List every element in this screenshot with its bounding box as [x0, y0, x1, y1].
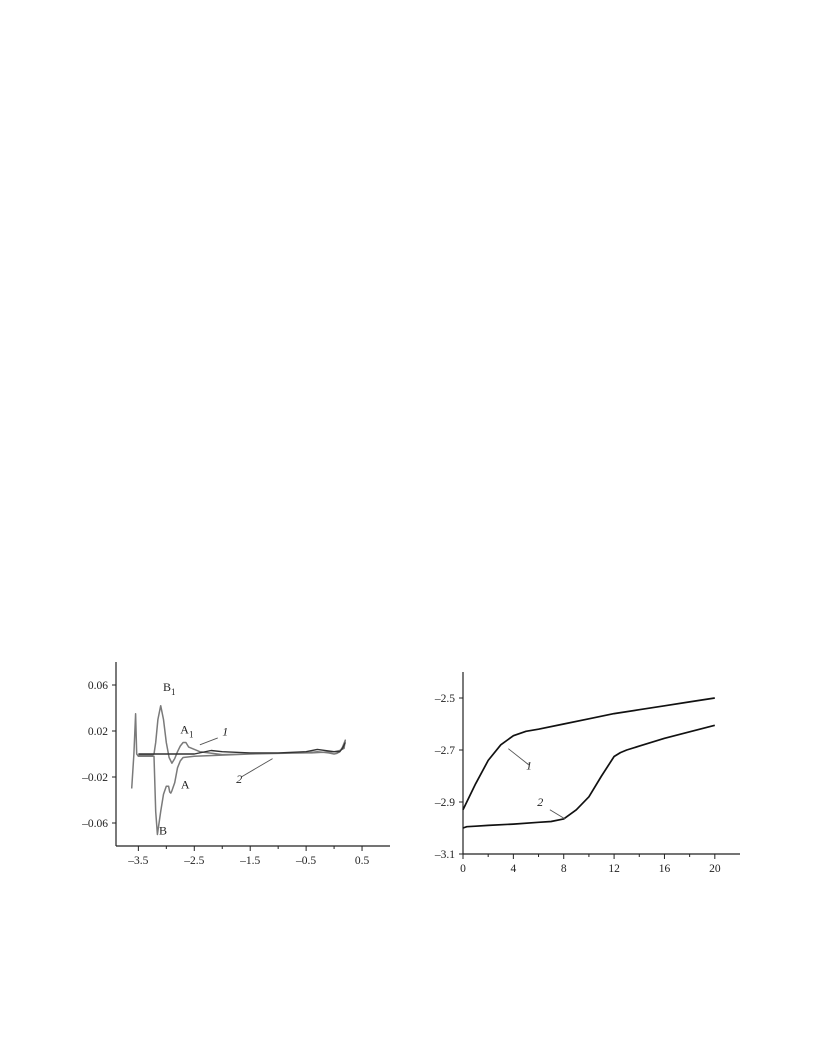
series-line-2: [462, 724, 716, 829]
y-tick-label: 0.02: [88, 726, 108, 738]
curve-number-label: 2: [537, 795, 543, 809]
peak-label: B: [159, 824, 167, 838]
curve-number-label: 2: [236, 772, 242, 786]
x-tick-label: –3.5: [127, 855, 148, 867]
y-tick-label: –0.06: [81, 818, 108, 830]
peak-label: A: [181, 778, 190, 792]
y-tick-label: –2.5: [434, 693, 455, 705]
y-tick-label: –0.02: [81, 772, 108, 784]
y-tick-label: –2.7: [434, 745, 455, 757]
x-tick-label: –1.5: [239, 855, 260, 867]
x-tick-label: –2.5: [183, 855, 204, 867]
x-tick-label: 0.5: [355, 855, 370, 867]
series-line-1: [130, 704, 347, 836]
leader-line: [241, 758, 273, 778]
leader-line: [549, 809, 566, 820]
peak-label: B1: [163, 680, 176, 697]
x-tick-label: 0: [460, 863, 466, 875]
x-tick-label: 12: [608, 863, 620, 875]
leader-line: [508, 748, 531, 766]
x-tick-label: 8: [561, 863, 567, 875]
x-tick-label: 20: [709, 863, 721, 875]
leader-line: [199, 737, 218, 746]
peak-label-subscript: 1: [171, 687, 176, 697]
y-tick-label: 0.06: [88, 680, 108, 692]
curve-number-label: 1: [222, 725, 228, 739]
series-line-1: [462, 697, 715, 811]
chart-left-cyclic-voltammogram: –3.5 –2.5 –1.5 –0.5 0.50.060.02–0.02–0.06B1A…: [81, 662, 390, 867]
peak-label-subscript: 1: [189, 729, 194, 739]
series-line-2: [138, 742, 346, 755]
x-tick-label: 4: [510, 863, 516, 875]
y-tick-label: –2.9: [434, 797, 455, 809]
peak-label: A1: [180, 722, 193, 739]
y-tick-label: –3.1: [434, 849, 455, 861]
x-tick-label: –0.5: [295, 855, 316, 867]
x-tick-label: 16: [659, 863, 671, 875]
